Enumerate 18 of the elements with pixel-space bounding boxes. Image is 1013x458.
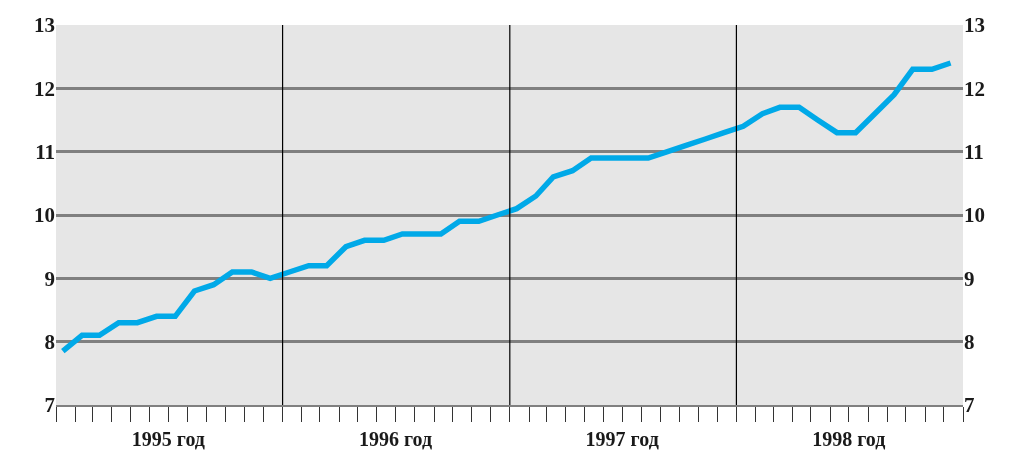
- y2-tick-label: 8: [964, 330, 975, 355]
- x-tick-label: 1998 год: [812, 428, 886, 450]
- y2-tick-label: 9: [964, 266, 975, 291]
- y-tick-label: 9: [44, 266, 55, 291]
- y-tick-label: 13: [34, 13, 55, 38]
- y-tick-label: 12: [34, 76, 55, 101]
- y2-tick-label: 10: [964, 203, 985, 228]
- y-tick-label: 7: [44, 393, 55, 418]
- y-tick-label: 10: [34, 203, 55, 228]
- x-tick-label: 1995 год: [131, 428, 205, 450]
- y-tick-label: 11: [35, 140, 55, 165]
- x-tick-label: 1997 год: [585, 428, 659, 450]
- x-tick-label: 1996 год: [359, 428, 433, 450]
- y2-tick-label: 12: [964, 76, 985, 101]
- y2-tick-label: 7: [964, 393, 975, 418]
- y-tick-label: 8: [44, 330, 55, 355]
- y2-tick-label: 11: [964, 140, 984, 165]
- y2-tick-label: 13: [964, 13, 985, 38]
